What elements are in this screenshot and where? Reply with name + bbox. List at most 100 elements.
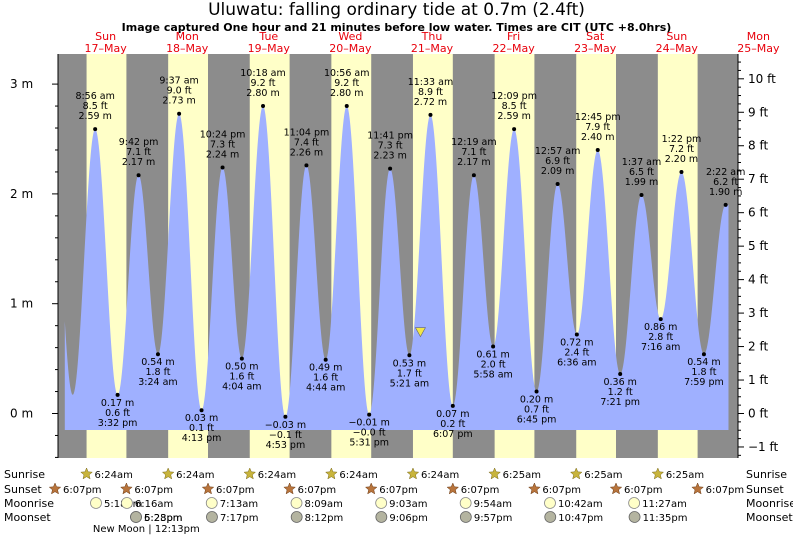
chart-subtitle: Image captured One hour and 21 minutes b… — [121, 21, 672, 34]
tide-point — [534, 389, 539, 394]
tide-label: 1.8 ft — [145, 367, 170, 378]
tide-label: 0.50 m — [225, 362, 258, 373]
tide-point — [679, 169, 684, 174]
moonrise-time: 6:16am — [135, 499, 173, 510]
tide-label: 2.59 m — [497, 111, 530, 122]
tide-label: 1.99 m — [625, 177, 658, 188]
tide-label: 12:19 am — [451, 137, 496, 148]
tide-point — [574, 332, 579, 337]
tide-label: 7.3 ft — [210, 140, 235, 151]
sunset-icon — [528, 482, 541, 495]
day-date: 19–May — [248, 42, 291, 55]
tide-label: 6:36 am — [557, 357, 596, 368]
day-date: 24–May — [656, 42, 699, 55]
tide-label: 4:13 pm — [182, 433, 222, 444]
sunrise-icon — [243, 467, 257, 480]
sunset-icon — [446, 482, 460, 495]
tide-label: 2.17 m — [122, 157, 155, 168]
tide-point — [93, 127, 98, 132]
sunset-icon — [364, 482, 378, 495]
tide-label: 9.0 ft — [167, 86, 192, 97]
tide-label: 2.09 m — [541, 166, 574, 177]
tide-label: 5:31 pm — [349, 438, 389, 449]
moonset-time: 8:12pm — [305, 513, 344, 524]
left-tick-label: 3 m — [10, 77, 33, 91]
row-label-right: Moonrise — [746, 497, 793, 510]
tide-label: 0.36 m — [603, 377, 636, 388]
tide-label: 8.5 ft — [502, 101, 527, 112]
tide-area — [64, 106, 729, 431]
tide-label: 2.4 ft — [564, 347, 589, 358]
tide-label: 9.2 ft — [251, 78, 276, 89]
tide-label: 6.2 ft — [713, 177, 738, 188]
tide-label: 0.17 m — [101, 398, 134, 409]
tide-label: 0.1 ft — [189, 423, 214, 434]
tide-label: 7:59 pm — [684, 377, 724, 388]
moonset-icon — [206, 511, 218, 523]
tide-label: 8.5 ft — [83, 101, 108, 112]
sunrise-icon — [569, 467, 583, 480]
sunset-time: 6:07pm — [298, 485, 337, 496]
day-date: 17–May — [84, 42, 127, 55]
day-name: Mon — [176, 30, 199, 43]
sunrise-icon — [325, 467, 338, 480]
tide-label: 6:45 pm — [517, 415, 557, 426]
tide-point — [491, 344, 496, 349]
sunset-icon — [201, 482, 215, 495]
moonrise-time: 8:09am — [305, 499, 343, 510]
day-date: 22–May — [492, 42, 535, 55]
tide-label: 12:45 pm — [575, 112, 621, 123]
moonrise-icon — [290, 497, 303, 509]
tide-point — [407, 353, 412, 358]
moonrise-icon — [544, 497, 556, 509]
tide-label: 2.80 m — [330, 88, 363, 99]
tide-label: 1:22 pm — [662, 134, 702, 145]
day-name: Sat — [586, 30, 605, 43]
tide-label: 11:33 am — [408, 77, 453, 88]
tide-label: 6.5 ft — [629, 167, 654, 178]
sunset-icon — [283, 482, 296, 495]
tide-point — [701, 352, 706, 357]
tide-point — [388, 166, 393, 171]
moonrise-icon — [90, 497, 102, 509]
tide-label: 0.61 m — [476, 350, 509, 361]
sunrise-time: 6:24am — [258, 470, 296, 481]
tide-label: 10:56 am — [324, 68, 369, 79]
sunset-time: 6:07pm — [379, 485, 418, 496]
tide-point — [344, 104, 349, 109]
sunset-time: 6:07pm — [216, 485, 255, 496]
tide-point — [428, 112, 433, 117]
day-name: Wed — [338, 30, 362, 43]
moonrise-icon — [121, 497, 133, 509]
sunset-icon — [48, 482, 62, 495]
tide-label: 0.86 m — [644, 322, 677, 333]
tide-label: 12:09 pm — [491, 91, 537, 102]
moonset-icon — [628, 511, 641, 523]
tide-point — [512, 127, 517, 132]
tide-label: 2.24 m — [206, 150, 239, 161]
tide-point — [177, 111, 182, 116]
tide-point — [115, 392, 120, 397]
tide-label: 5:58 am — [473, 370, 512, 381]
tide-label: 9:37 am — [159, 76, 198, 87]
moonset-icon — [290, 511, 303, 523]
tide-label: 6:07 pm — [433, 429, 473, 440]
tide-point — [261, 104, 266, 109]
day-date: 21–May — [411, 42, 454, 55]
day-labels: Sun17–MayMon18–MayTue19–MayWed20–MayThu2… — [84, 30, 780, 55]
tide-label: 7.9 ft — [585, 122, 610, 133]
moonrise-time: 11:27am — [642, 499, 687, 510]
tide-label: 2:22 am — [706, 167, 745, 178]
moonset-time: 7:17pm — [220, 513, 259, 524]
moonset-icon — [375, 511, 388, 523]
tide-label: 10:18 am — [240, 68, 285, 79]
tide-label: 8:56 am — [75, 91, 114, 102]
tide-label: 11:41 pm — [367, 131, 413, 142]
tide-point — [155, 352, 160, 357]
sunset-time: 6:07pm — [624, 485, 663, 496]
sunrise-time: 6:25am — [584, 470, 622, 481]
current-tide-marker — [414, 327, 426, 338]
